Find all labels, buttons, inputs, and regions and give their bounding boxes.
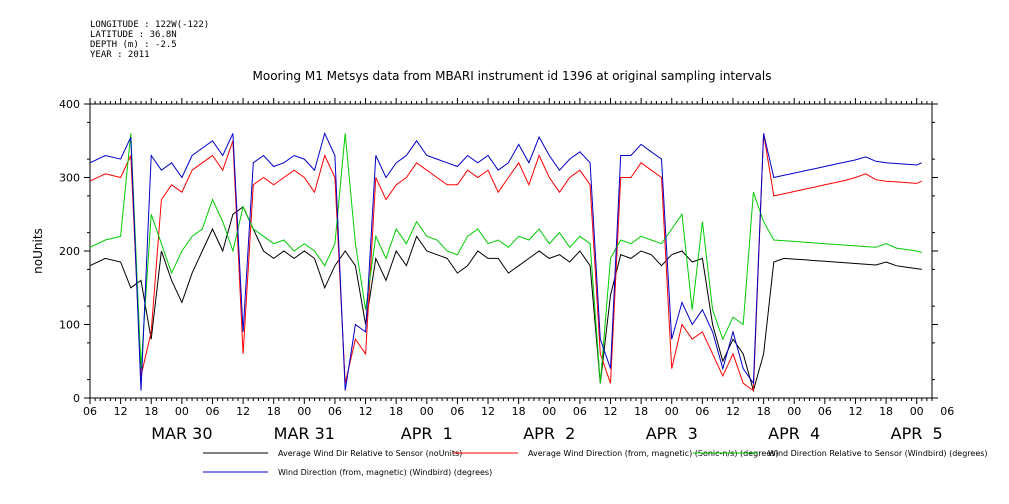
legend-label-3: Wind Direction (from, magnetic) (Windbir… xyxy=(278,468,492,477)
x-tick-label: 00 xyxy=(787,405,801,418)
x-tick-label: 18 xyxy=(144,405,158,418)
x-tick-label: 00 xyxy=(542,405,556,418)
legend: Average Wind Dir Relative to Sensor (noU… xyxy=(203,449,988,477)
y-tick-label: 300 xyxy=(59,172,80,185)
x-tick-label: 18 xyxy=(389,405,403,418)
series-line-0 xyxy=(89,206,922,393)
y-tick-label: 100 xyxy=(59,319,80,332)
x-tick-label: 12 xyxy=(114,405,128,418)
y-tick-label: 400 xyxy=(59,98,80,111)
y-tick-label: 200 xyxy=(59,245,80,258)
series-line-3 xyxy=(89,131,922,391)
x-tick-label: 06 xyxy=(573,405,587,418)
x-tick-label: 12 xyxy=(359,405,373,418)
legend-label-1: Average Wind Direction (from, magnetic) … xyxy=(528,449,778,458)
x-day-label: APR 1 xyxy=(401,424,453,443)
x-day-label: APR 3 xyxy=(646,424,698,443)
metadata-block: LONGITUDE : 122W(-122) LATITUDE : 36.8N … xyxy=(90,20,209,60)
x-tick-label: 06 xyxy=(83,405,97,418)
y-axis: 0 100 200 300 400 xyxy=(59,98,938,405)
x-tick-label: 06 xyxy=(695,405,709,418)
chart-title: Mooring M1 Metsys data from MBARI instru… xyxy=(253,69,772,83)
x-tick-label: 06 xyxy=(450,405,464,418)
x-tick-label: 18 xyxy=(512,405,526,418)
x-tick-label: 06 xyxy=(328,405,342,418)
x-day-label: MAR 30 xyxy=(151,424,212,443)
plot-frame xyxy=(89,103,933,399)
x-tick-label: 12 xyxy=(726,405,740,418)
series-line-1 xyxy=(89,133,922,392)
x-tick-label: 18 xyxy=(634,405,648,418)
x-day-label: APR 4 xyxy=(768,424,820,443)
x-day-label: APR 5 xyxy=(891,424,943,443)
series-line-2 xyxy=(89,133,922,384)
x-tick-label: 06 xyxy=(205,405,219,418)
x-tick-label: 18 xyxy=(267,405,281,418)
legend-label-0: Average Wind Dir Relative to Sensor (noU… xyxy=(278,449,462,458)
x-tick-label: 12 xyxy=(604,405,618,418)
x-day-label: MAR 31 xyxy=(274,424,335,443)
x-axis: 06 12 18 00 06 12 18 00 06 12 18 00 06 12 18 00 06 12 18 00… xyxy=(83,98,954,443)
meta-longitude: LONGITUDE : 122W(-122) xyxy=(90,20,210,30)
x-tick-label: 12 xyxy=(481,405,495,418)
x-tick-label: 18 xyxy=(879,405,893,418)
x-tick-label: 00 xyxy=(297,405,311,418)
meta-depth: DEPTH (m) : -2.5 xyxy=(90,40,177,50)
x-day-label: APR 2 xyxy=(523,424,575,443)
meta-year: YEAR : 2011 xyxy=(90,50,150,60)
x-tick-label: 00 xyxy=(420,405,434,418)
x-tick-label: 00 xyxy=(665,405,679,418)
x-tick-label: 12 xyxy=(236,405,250,418)
y-tick-label: 0 xyxy=(73,392,80,405)
meta-latitude: LATITUDE : 36.8N xyxy=(90,30,177,40)
x-tick-label: 18 xyxy=(757,405,771,418)
x-tick-label: 00 xyxy=(910,405,924,418)
x-tick-label: 06 xyxy=(818,405,832,418)
y-axis-label: noUnits xyxy=(31,228,45,274)
legend-label-2: Wind Direction Relative to Sensor (Windb… xyxy=(768,449,988,458)
x-tick-label: 12 xyxy=(848,405,862,418)
x-tick-label: 00 xyxy=(175,405,189,418)
x-tick-label: 06 xyxy=(940,405,954,418)
series-layer xyxy=(89,131,922,393)
